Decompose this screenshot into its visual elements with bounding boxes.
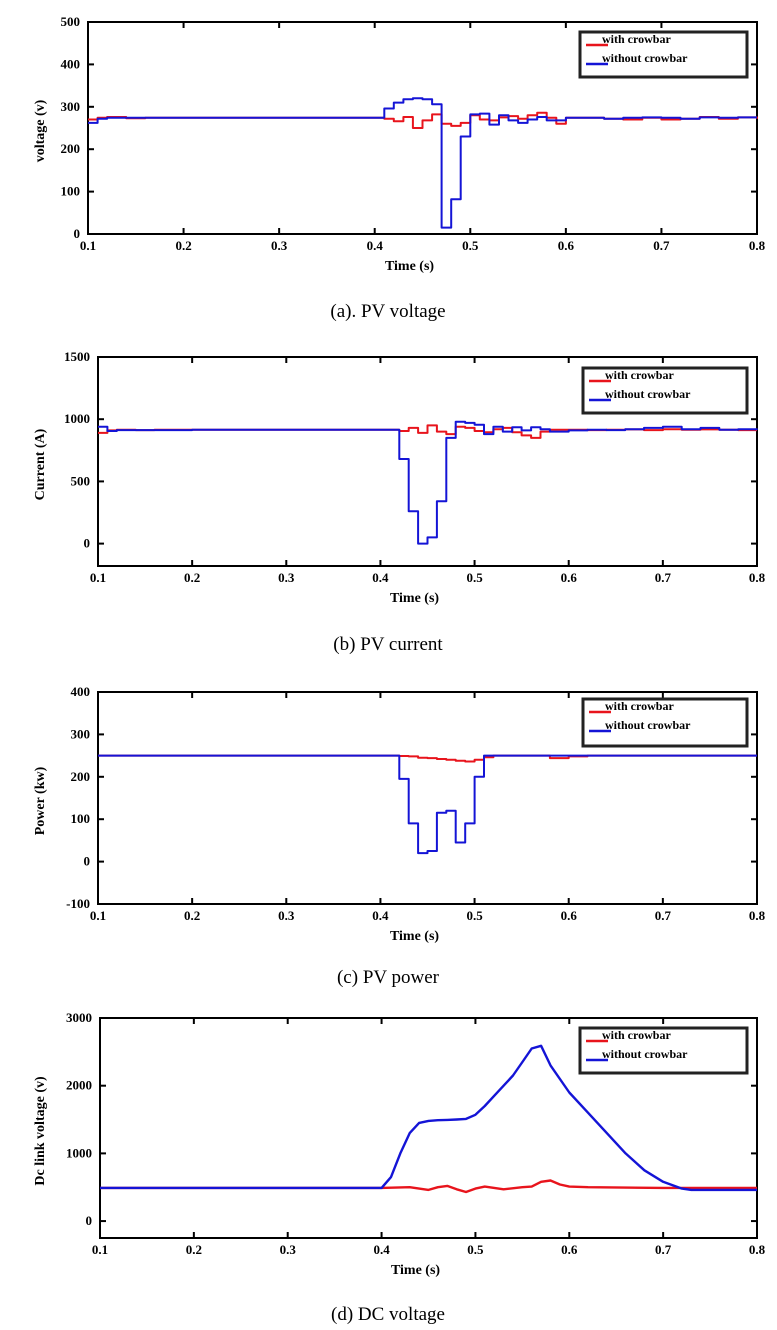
x-tick-label: 0.3 <box>280 1242 297 1257</box>
y-tick-label: 3000 <box>66 1010 92 1025</box>
x-tick-label: 0.6 <box>561 908 578 923</box>
series-line-with-crowbar <box>98 754 757 763</box>
y-tick-label: 0 <box>86 1213 93 1228</box>
x-tick-label: 0.3 <box>271 238 288 253</box>
legend: with crowbar without crowbar <box>578 30 749 79</box>
x-tick-label: 0.1 <box>92 1242 108 1257</box>
legend: with crowbar without crowbar <box>578 1026 749 1075</box>
chart-panel-3: 0.1 0.2 0.3 0.4 0.5 0.6 0.7 0.8 -100 0 100 200 300 40… <box>33 684 766 988</box>
x-tick-label: 0.5 <box>467 1242 484 1257</box>
x-tick-label: 0.5 <box>462 238 479 253</box>
y-tick-label: 300 <box>61 99 81 114</box>
legend-box <box>578 30 749 79</box>
legend-box <box>578 1026 749 1075</box>
chart-panel-1: 0.1 0.2 0.3 0.4 0.5 0.6 0.7 0.8 0 100 200 300 400 500… <box>33 14 766 322</box>
y-axis-label: Power (kw) <box>33 766 48 835</box>
y-tick-label: 200 <box>61 141 81 156</box>
y-tick-label: 1000 <box>66 1145 92 1160</box>
x-tick-label: 0.1 <box>80 238 96 253</box>
legend: with crowbar without crowbar <box>581 366 749 415</box>
y-tick-label: 300 <box>71 726 91 741</box>
y-tick-label: 500 <box>61 14 81 29</box>
series-line-without-crowbar <box>88 97 757 229</box>
x-tick-label: 0.5 <box>466 908 483 923</box>
legend-label: without crowbar <box>602 51 688 65</box>
y-tick-label: 0 <box>84 854 91 869</box>
x-tick-label: 0.3 <box>278 570 295 585</box>
series-line-without-crowbar <box>100 1044 757 1192</box>
legend-label: with crowbar <box>605 699 674 713</box>
series-line-with-crowbar <box>100 1179 757 1194</box>
y-tick-label: -100 <box>66 896 90 911</box>
x-tick-label: 0.7 <box>655 1242 672 1257</box>
y-tick-label: 200 <box>71 769 91 784</box>
panel-caption: (d) DC voltage <box>331 1304 445 1325</box>
legend-label: without crowbar <box>602 1047 688 1061</box>
x-tick-label: 0.7 <box>655 570 672 585</box>
x-axis-label: Time (s) <box>390 591 439 606</box>
legend-label: without crowbar <box>605 718 691 732</box>
x-axis-label: Time (s) <box>391 1263 440 1278</box>
legend: with crowbar without crowbar <box>581 697 749 748</box>
x-tick-label: 0.6 <box>561 1242 578 1257</box>
series-line-without-crowbar <box>98 754 757 855</box>
x-tick-label: 0.2 <box>184 908 200 923</box>
x-axis-label: Time (s) <box>390 929 439 944</box>
x-tick-label: 0.7 <box>655 908 672 923</box>
y-tick-label: 0 <box>84 536 91 551</box>
x-tick-label: 0.2 <box>186 1242 202 1257</box>
y-tick-label: 100 <box>61 184 81 199</box>
y-axis-label: Dc link voltage (v) <box>33 1076 48 1186</box>
panel-caption: (b) PV current <box>333 634 443 655</box>
y-tick-label: 400 <box>71 684 91 699</box>
x-tick-label: 0.2 <box>184 570 200 585</box>
y-axis-label: Current (A) <box>33 428 48 500</box>
x-tick-label: 0.8 <box>749 908 766 923</box>
x-tick-label: 0.7 <box>653 238 670 253</box>
x-tick-label: 0.1 <box>90 908 106 923</box>
x-tick-label: 0.8 <box>749 238 766 253</box>
x-tick-label: 0.4 <box>367 238 384 253</box>
y-tick-label: 500 <box>71 473 91 488</box>
y-tick-label: 1000 <box>64 411 90 426</box>
y-tick-label: 400 <box>61 56 81 71</box>
x-tick-label: 0.8 <box>749 1242 766 1257</box>
x-tick-label: 0.4 <box>372 570 389 585</box>
x-tick-label: 0.5 <box>466 570 483 585</box>
legend-box <box>581 697 749 748</box>
x-tick-label: 0.2 <box>175 238 191 253</box>
panel-caption: (a). PV voltage <box>330 301 445 322</box>
x-axis-label: Time (s) <box>385 259 434 274</box>
legend-label: with crowbar <box>602 1028 671 1042</box>
x-tick-label: 0.1 <box>90 570 106 585</box>
y-tick-label: 100 <box>71 811 91 826</box>
x-tick-label: 0.4 <box>372 908 389 923</box>
x-tick-label: 0.3 <box>278 908 295 923</box>
chart-panel-2: 0.1 0.2 0.3 0.4 0.5 0.6 0.7 0.8 0 500 1000 1500 with… <box>33 349 766 655</box>
x-tick-label: 0.6 <box>558 238 575 253</box>
y-tick-label: 0 <box>74 226 81 241</box>
legend-label: with crowbar <box>602 32 671 46</box>
legend-label: with crowbar <box>605 368 674 382</box>
y-axis-label: voltage (v) <box>33 99 48 162</box>
y-tick-label: 2000 <box>66 1078 92 1093</box>
x-tick-label: 0.8 <box>749 570 766 585</box>
legend-box <box>581 366 749 415</box>
legend-label: without crowbar <box>605 387 691 401</box>
series-line-without-crowbar <box>98 420 758 545</box>
x-tick-label: 0.6 <box>561 570 578 585</box>
y-tick-label: 1500 <box>64 349 90 364</box>
panel-caption: (c) PV power <box>337 967 440 988</box>
x-tick-label: 0.4 <box>373 1242 390 1257</box>
chart-panel-4: 0.1 0.2 0.3 0.4 0.5 0.6 0.7 0.8 0 1000 2000 3000 wit… <box>33 1010 766 1325</box>
